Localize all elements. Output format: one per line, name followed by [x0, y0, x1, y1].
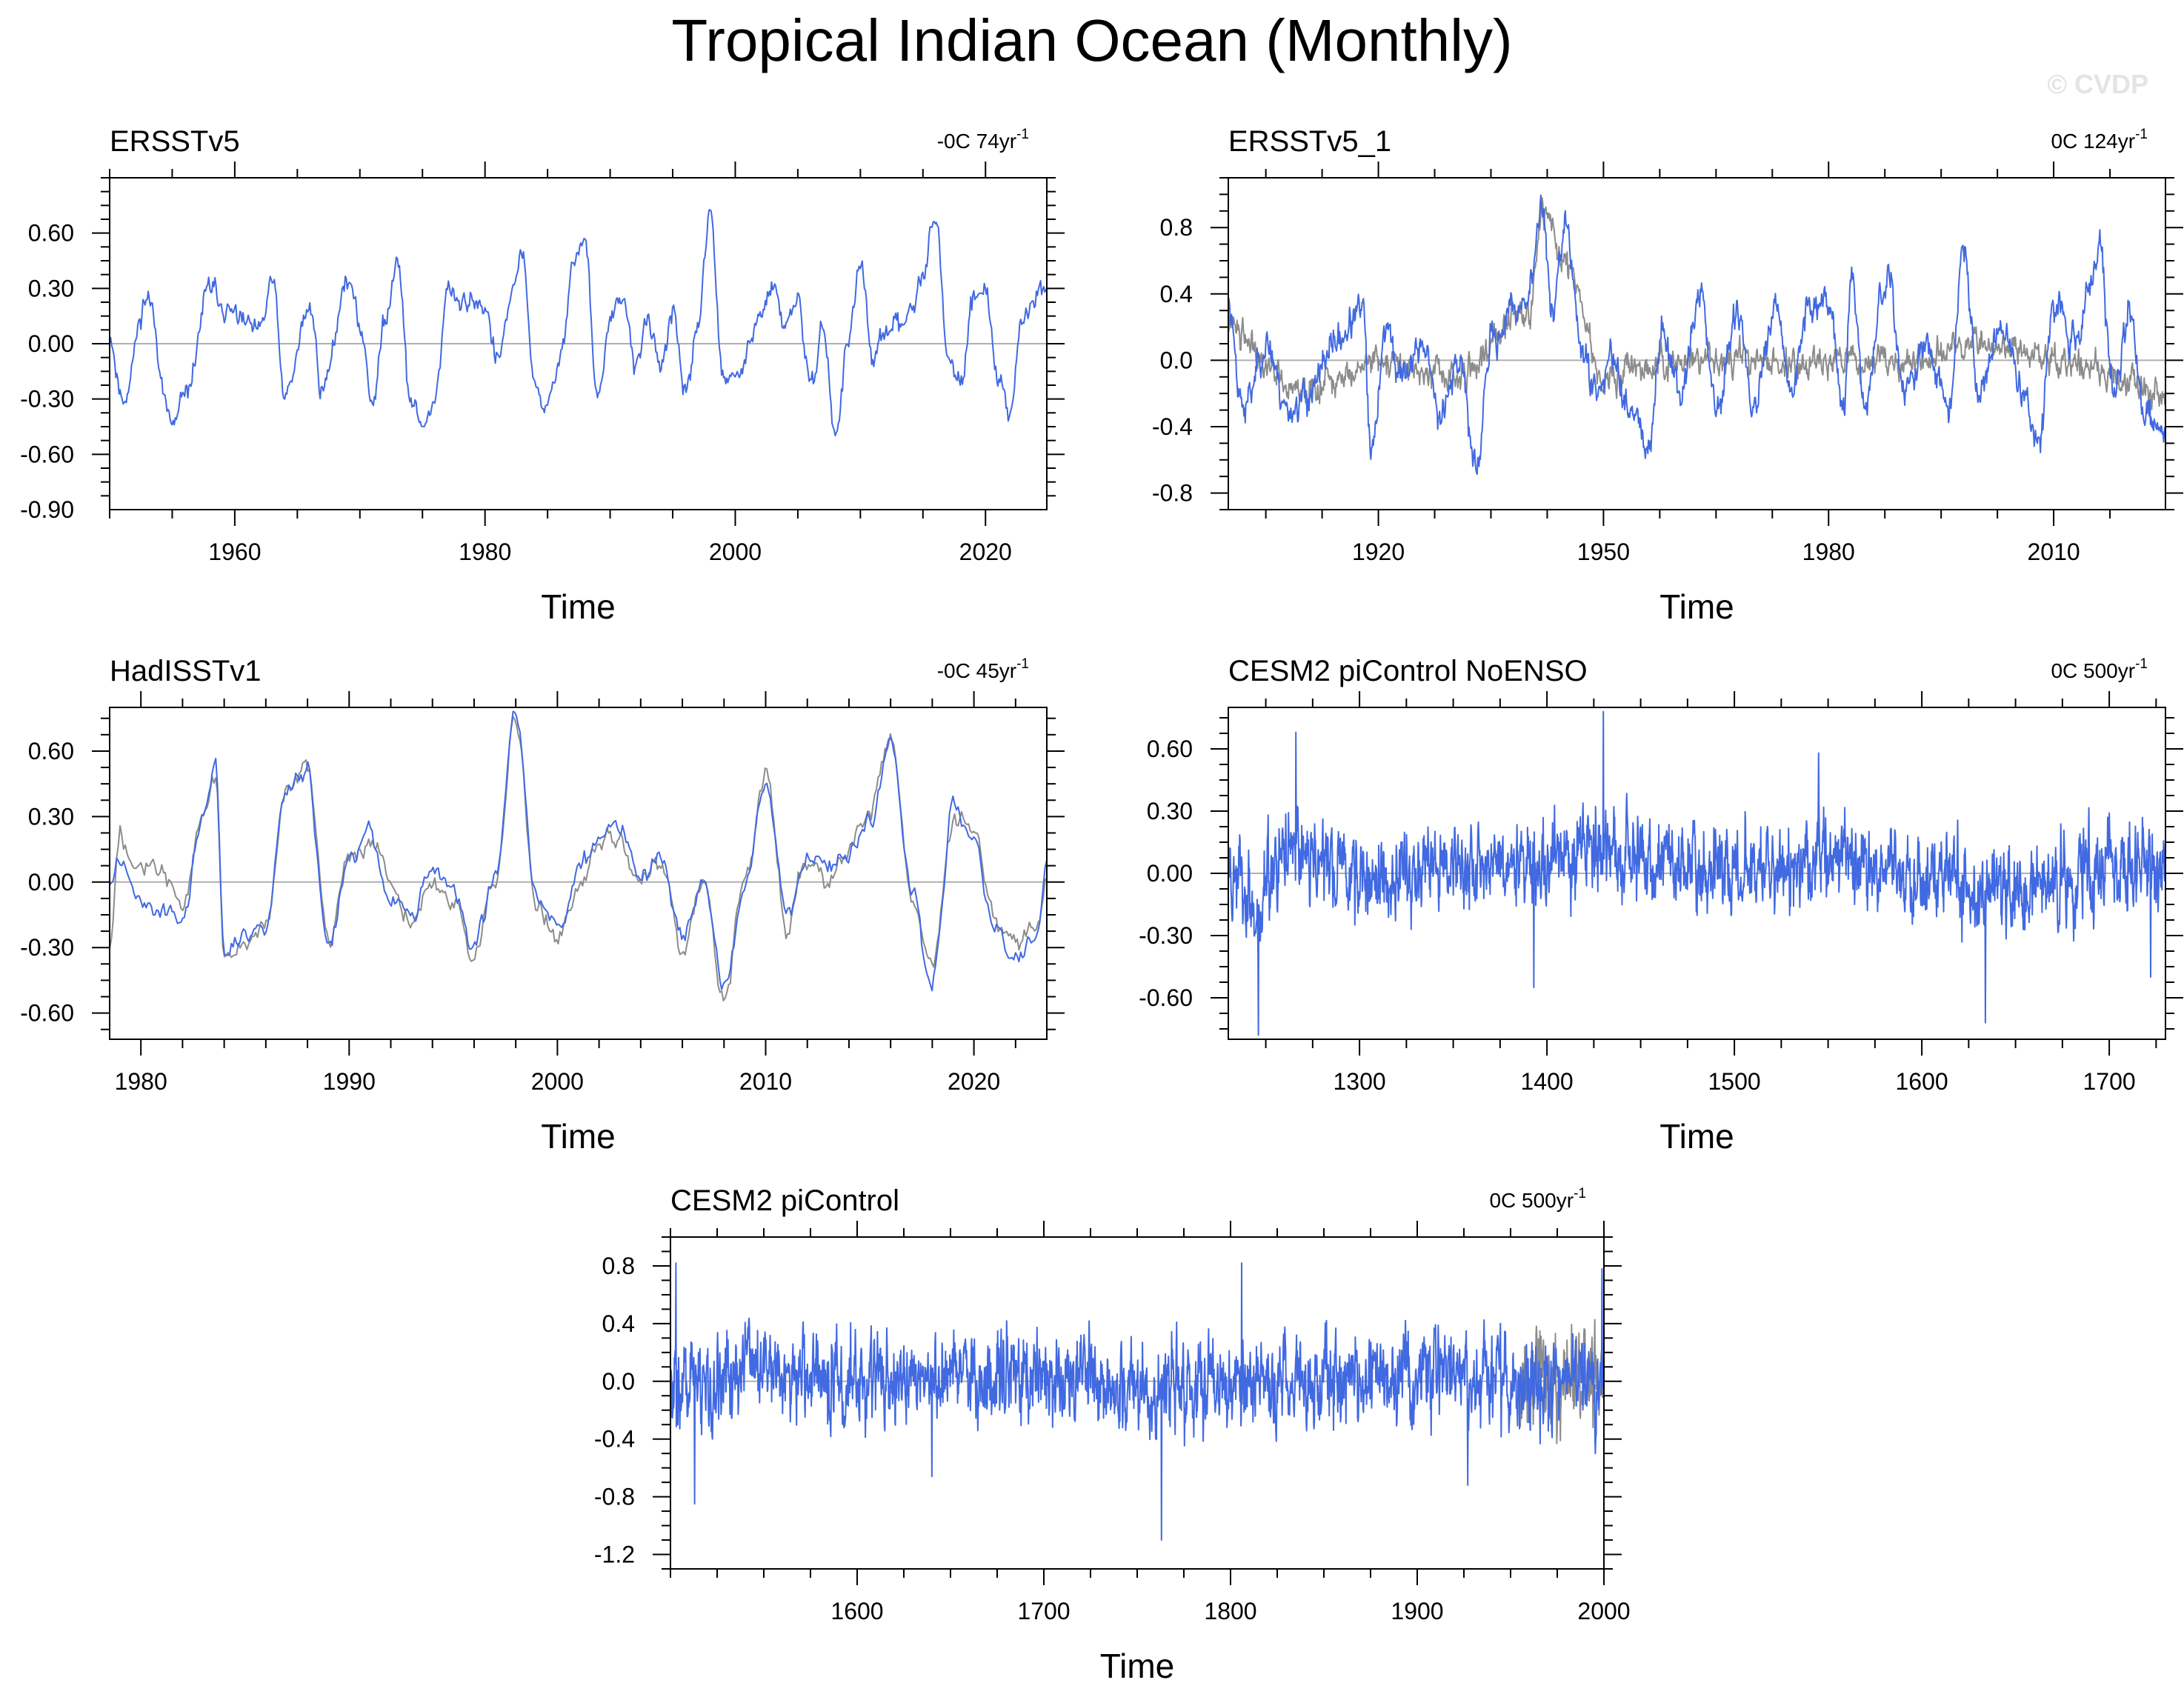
p4-y-tick-label: 0.8: [602, 1253, 635, 1279]
p1-x-tick-label: 1920: [1352, 539, 1405, 565]
p3-x-tick-label: 1300: [1334, 1068, 1386, 1095]
p1-x-tick-label: 1950: [1577, 539, 1630, 565]
p2-x-tick-label: 1990: [323, 1068, 376, 1095]
p1-xlabel: Time: [1659, 587, 1734, 626]
p0-x-tick-label: 1980: [459, 539, 511, 565]
p0-y-tick-label: -0.30: [20, 386, 74, 413]
p4-y-tick-label: -1.2: [594, 1541, 635, 1568]
p3-y-tick-label: -0.60: [1139, 984, 1193, 1011]
p3-y-tick-label: 0.30: [1147, 798, 1193, 824]
p2-xlabel: Time: [541, 1117, 616, 1156]
p2-title: HadISSTv1: [110, 655, 262, 687]
p2-y-tick-label: 0.00: [28, 869, 74, 896]
p4-y-tick-label: 0.4: [602, 1310, 635, 1337]
p0-x-tick-label: 2000: [709, 539, 762, 565]
p1-y-tick-label: -0.8: [1152, 480, 1193, 507]
p2-x-tick-label: 1980: [115, 1068, 167, 1095]
p1-trend-label: 0C 124yr-1: [2051, 127, 2148, 153]
p0-x-tick-label: 2020: [959, 539, 1012, 565]
p2-y-tick-label: -0.30: [20, 934, 74, 961]
p3-x-tick-label: 1400: [1521, 1068, 1574, 1095]
p1-y-tick-label: 0.8: [1160, 214, 1193, 241]
watermark-text: © CVDP: [2047, 69, 2148, 99]
p3-x-tick-label: 1700: [2083, 1068, 2136, 1095]
p1-x-tick-label: 1980: [1802, 539, 1855, 565]
p0-title: ERSSTv5: [110, 125, 240, 158]
p0-xlabel: Time: [541, 587, 616, 626]
panel-cesm2-picontrol-noenso: CESM2 piControl NoENSO 0C 500yr-1 1300 1400…: [1139, 655, 2183, 1156]
p3-xlabel: Time: [1659, 1117, 1734, 1156]
p1-series-reference: [1228, 197, 2165, 410]
p1-y-tick-label: 0.4: [1160, 281, 1193, 307]
p2-series-hadisstv1: [110, 710, 1047, 992]
p4-x-tick-label: 1900: [1391, 1598, 1443, 1624]
p0-x-tick-label: 1960: [208, 539, 261, 565]
p2-series-reference: [110, 716, 1047, 1001]
p0-y-tick-label: -0.60: [20, 441, 74, 467]
p3-y-tick-label: 0.60: [1147, 736, 1193, 762]
p3-trend-label: 0C 500yr-1: [2051, 656, 2148, 682]
p2-trend-label: -0C 45yr-1: [937, 656, 1029, 682]
p2-y-tick-label: 0.30: [28, 803, 74, 830]
p4-series-cesm2-picontrol: [670, 1262, 1604, 1541]
p2-x-tick-label: 2010: [739, 1068, 792, 1095]
p4-x-tick-label: 1700: [1017, 1598, 1070, 1624]
panel-ersstv5-1: ERSSTv5_1 0C 124yr-1 1920 1950 1980 2010 -0.8 -…: [1152, 125, 2183, 626]
figure-title: Tropical Indian Ocean (Monthly): [671, 7, 1512, 73]
p4-xlabel: Time: [1100, 1647, 1175, 1685]
p4-y-tick-label: -0.4: [594, 1426, 635, 1453]
p1-x-tick-label: 2010: [2027, 539, 2080, 565]
p1-title: ERSSTv5_1: [1228, 125, 1391, 158]
p4-y-tick-label: -0.8: [594, 1484, 635, 1510]
p3-x-tick-label: 1500: [1708, 1068, 1761, 1095]
p0-trend-label: -0C 74yr-1: [937, 127, 1029, 153]
p1-frame: [1228, 177, 2166, 510]
p3-series-cesm2-picontrol-noenso: [1228, 710, 2165, 1036]
p3-y-tick-label: -0.30: [1139, 922, 1193, 949]
p4-x-tick-label: 1600: [830, 1598, 883, 1624]
p2-frame: [109, 707, 1048, 1040]
panel-cesm2-picontrol: CESM2 piControl 0C 500yr-1 1600 1700 1800 190…: [594, 1184, 1631, 1685]
p0-series-ersstv5: [110, 209, 1047, 437]
p3-y-tick-label: 0.00: [1147, 860, 1193, 887]
panel-hadisstv1: HadISSTv1 -0C 45yr-1 1980 1990 2000 2010 2020 -…: [20, 655, 1065, 1156]
p2-x-tick-label: 2000: [531, 1068, 584, 1095]
p2-y-tick-label: 0.60: [28, 738, 74, 764]
p4-x-tick-label: 1800: [1204, 1598, 1256, 1624]
p0-y-tick-label: 0.60: [28, 220, 74, 247]
p2-y-tick-label: -0.60: [20, 1000, 74, 1027]
p4-frame: [670, 1236, 1605, 1570]
panel-ersstv5: ERSSTv5 -0C 74yr-1 1960 1980 2000 2020 -0.90 -0…: [20, 125, 1065, 626]
p4-y-tick-label: 0.0: [602, 1368, 635, 1395]
p3-x-tick-label: 1600: [1896, 1068, 1948, 1095]
p4-title: CESM2 piControl: [670, 1184, 899, 1217]
p0-y-tick-label: 0.30: [28, 275, 74, 301]
p3-title: CESM2 piControl NoENSO: [1228, 655, 1588, 687]
p0-y-tick-label: 0.00: [28, 330, 74, 357]
p0-y-tick-label: -0.90: [20, 496, 74, 523]
p2-x-tick-label: 2020: [948, 1068, 1000, 1095]
p4-x-tick-label: 2000: [1577, 1598, 1630, 1624]
p1-y-tick-label: 0.0: [1160, 347, 1193, 373]
p1-series-ersstv5-1: [1228, 194, 2165, 476]
p1-y-tick-label: -0.4: [1152, 413, 1193, 440]
p4-trend-label: 0C 500yr-1: [1489, 1186, 1586, 1212]
